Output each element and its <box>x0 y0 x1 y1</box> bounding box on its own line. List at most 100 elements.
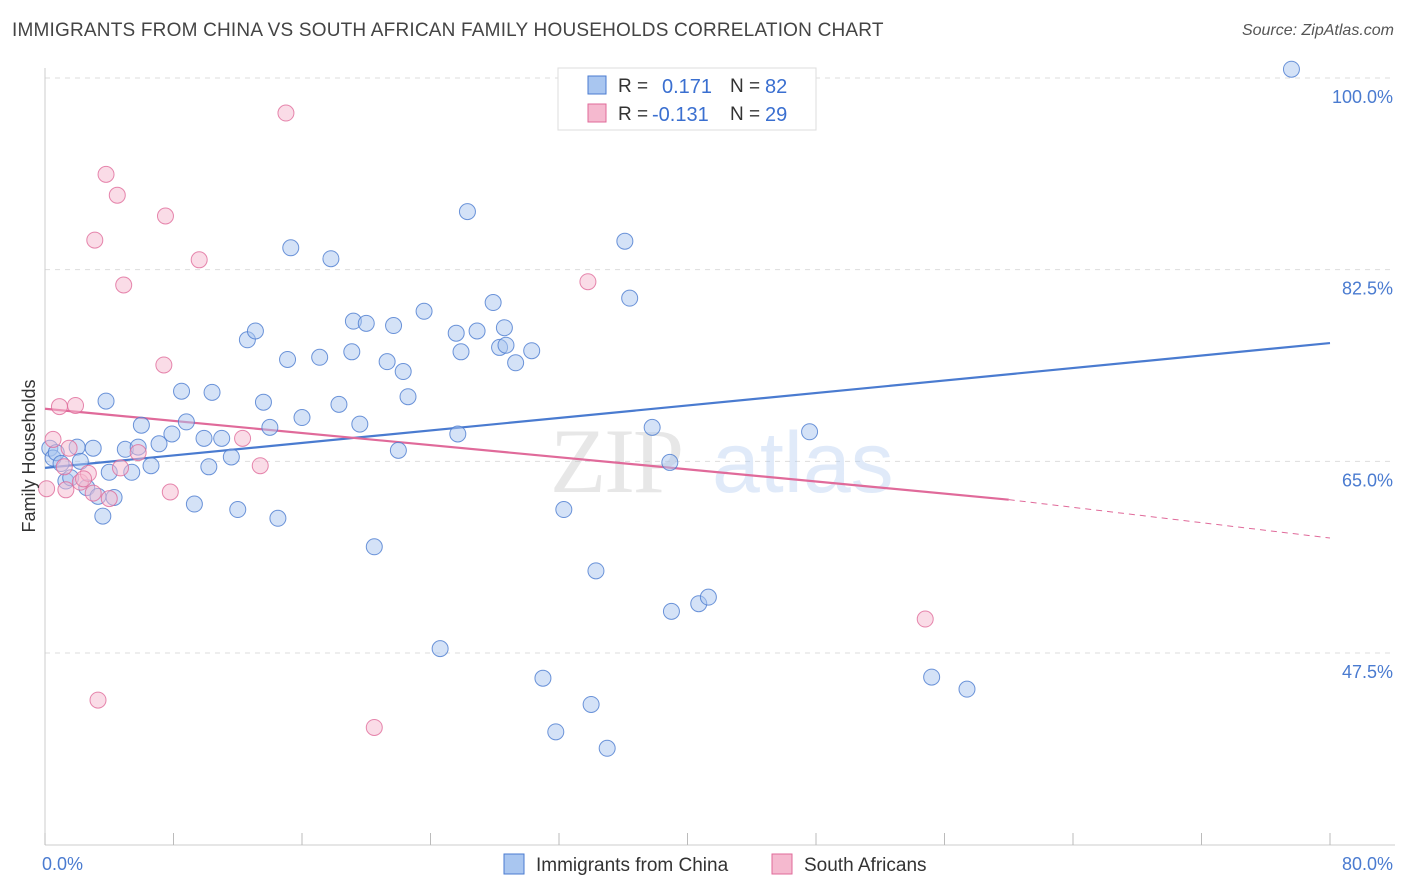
china-point-11 <box>94 507 112 525</box>
south-africans-point-13 <box>108 186 126 204</box>
legend-n-value-2: 29 <box>765 104 787 126</box>
china-point-63 <box>534 669 552 687</box>
south-africans-point-9 <box>86 231 104 249</box>
china-point-18 <box>142 457 160 475</box>
china-point-75 <box>699 588 717 606</box>
china-point-46 <box>378 353 396 371</box>
china-point-40 <box>330 395 348 413</box>
china-point-54 <box>452 343 470 361</box>
china-point-23 <box>185 495 203 513</box>
china-point-62 <box>523 342 541 360</box>
legend-swatch-china <box>587 75 607 95</box>
source-credit: Source: ZipAtlas.com <box>1241 22 1394 39</box>
south-africans-point-28 <box>75 470 93 488</box>
china-point-71 <box>643 418 661 436</box>
china-point-64 <box>547 723 565 741</box>
china-point-35 <box>282 239 300 257</box>
y-axis-label: Family Households <box>19 379 39 532</box>
bottom-legend-label-china: Immigrants from China <box>536 855 729 876</box>
y-tick-label-2: 65.0% <box>1342 470 1393 490</box>
china-point-25 <box>200 458 218 476</box>
legend-n-label-1: N = <box>730 76 760 97</box>
south-africans-point-24 <box>365 718 383 736</box>
china-point-27 <box>213 429 231 447</box>
china-point-45 <box>365 538 383 556</box>
south-africans-point-15 <box>115 276 133 294</box>
south-africans-point-11 <box>97 165 115 183</box>
china-point-70 <box>621 289 639 307</box>
china-point-53 <box>447 324 465 342</box>
china-point-9 <box>84 439 102 457</box>
china-point-67 <box>587 562 605 580</box>
china-point-72 <box>661 453 679 471</box>
china-point-20 <box>163 425 181 443</box>
south-africans-point-1 <box>44 430 62 448</box>
south-africans-point-12 <box>100 490 118 508</box>
china-point-22 <box>177 413 195 431</box>
legend-r-value-2: -0.131 <box>652 104 709 126</box>
trendlines <box>44 341 1331 539</box>
trendline-south-africans <box>44 407 1009 501</box>
china-point-38 <box>311 348 329 366</box>
china-point-59 <box>495 319 513 337</box>
y-tick-label-3: 47.5% <box>1342 662 1393 682</box>
china-point-51 <box>415 302 433 320</box>
bottom-legend-swatch-china <box>503 853 525 875</box>
china-point-43 <box>351 415 369 433</box>
south-africans-point-0 <box>38 480 56 498</box>
china-point-44 <box>357 314 375 332</box>
china-point-65 <box>555 501 573 519</box>
china-point-48 <box>389 441 407 459</box>
china-point-36 <box>279 350 297 368</box>
south-africans-point-16 <box>129 444 147 462</box>
china-point-73 <box>662 602 680 620</box>
china-point-49 <box>394 363 412 381</box>
china-point-24 <box>195 429 213 447</box>
china-point-55 <box>458 203 476 221</box>
china-point-50 <box>399 388 417 406</box>
legend-r-value-1: 0.171 <box>662 76 712 98</box>
china-point-68 <box>598 739 616 757</box>
x-tick-label-0: 0.0% <box>42 854 83 874</box>
china-point-77 <box>801 423 819 441</box>
legend-r-label-2: R = <box>618 104 648 125</box>
china-point-69 <box>616 232 634 250</box>
chart-title: IMMIGRANTS FROM CHINA VS SOUTH AFRICAN F… <box>12 20 884 41</box>
trendline-china <box>44 341 1331 469</box>
china-point-80 <box>1282 60 1300 78</box>
south-africans-point-23 <box>277 104 295 122</box>
china-point-41 <box>343 343 361 361</box>
china-point-33 <box>261 418 279 436</box>
china-point-26 <box>203 383 221 401</box>
china-point-7 <box>71 452 89 470</box>
china-point-52 <box>431 640 449 658</box>
china-point-21 <box>173 382 191 400</box>
trendline-south-africans-dashed <box>1008 499 1331 539</box>
china-point-17 <box>132 416 150 434</box>
legend-box: R = 0.171 N = 82 R = -0.131 N = 29 <box>557 67 817 131</box>
south-africans-point-21 <box>234 429 252 447</box>
points-layer <box>38 60 1300 757</box>
south-africans-point-3 <box>57 481 75 499</box>
china-point-60 <box>497 336 515 354</box>
china-point-56 <box>468 322 486 340</box>
grid-layer <box>45 77 1395 654</box>
tick-labels: 100.0% 82.5% 65.0% 47.5% 0.0% 80.0% <box>42 87 1393 874</box>
bottom-legend-swatch-south-africans <box>771 853 793 875</box>
china-point-37 <box>293 409 311 427</box>
china-point-32 <box>254 393 272 411</box>
china-point-39 <box>322 250 340 268</box>
south-africans-point-20 <box>190 251 208 269</box>
south-africans-point-4 <box>60 439 78 457</box>
y-tick-label-0: 100.0% <box>1332 87 1393 107</box>
y-tick-label-1: 82.5% <box>1342 279 1393 299</box>
bottom-legend-label-south-africans: South Africans <box>804 855 927 876</box>
south-africans-point-14 <box>111 459 129 477</box>
south-africans-point-8 <box>84 484 102 502</box>
china-point-81 <box>97 392 115 410</box>
south-africans-point-19 <box>161 483 179 501</box>
south-africans-point-27 <box>55 458 73 476</box>
china-point-57 <box>484 294 502 312</box>
south-africans-point-2 <box>50 398 68 416</box>
